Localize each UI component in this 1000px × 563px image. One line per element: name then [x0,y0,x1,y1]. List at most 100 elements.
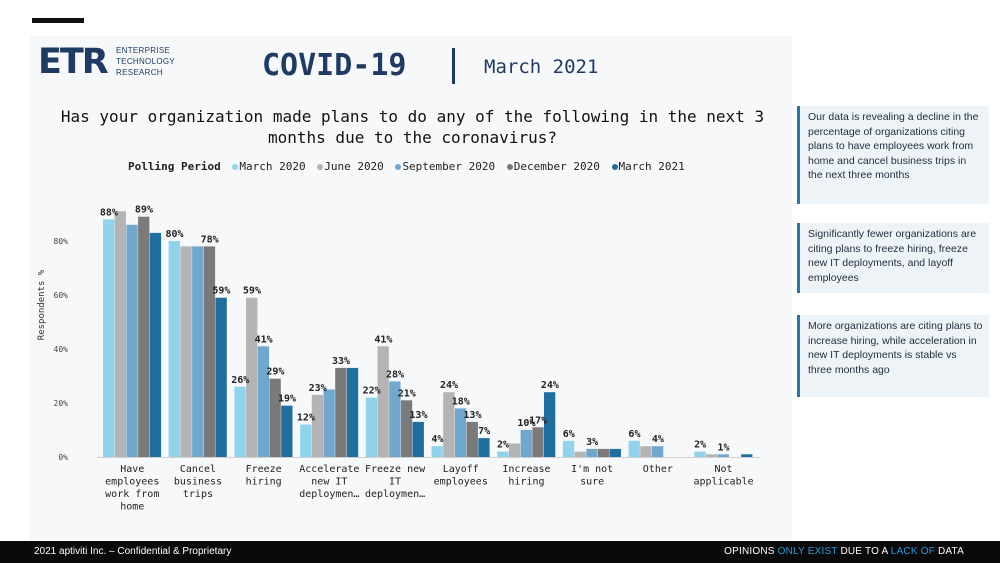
legend-swatch-december-2020 [506,163,513,170]
bar-chart: 0% 20% 40% 60% 80% Respondents % Have employees… [37,205,760,513]
bar [520,430,532,457]
category-label: Not [715,464,733,475]
data-label: 24% [440,380,458,391]
data-label: 88% [100,207,118,218]
insight-note-2: Significantly fewer organizations are ci… [797,223,989,293]
data-label: 21% [398,388,416,399]
category-label: Other [643,464,673,475]
bar [311,394,324,457]
bar [532,427,544,457]
logo-line: RESEARCH [116,68,163,77]
category-label: Have [120,464,144,475]
bar [694,451,706,457]
question-line: months due to the coronavirus? [268,128,557,147]
bar [246,297,258,457]
bar [443,392,455,457]
bar [215,297,227,457]
data-label: 41% [255,334,273,345]
data-label: 78% [201,234,219,245]
data-label: 41% [374,334,392,345]
bar [180,246,192,457]
category-label: hiring [246,477,282,488]
tagline-word: EXIST [807,546,838,557]
survey-question: Has your organization made plans to do a… [40,106,785,148]
bar [652,446,664,457]
bar [126,224,138,457]
y-tick-label: 40% [54,345,69,354]
data-label: 2% [694,440,706,451]
data-label: 2% [497,440,509,451]
data-label: 22% [363,386,381,397]
etr-logo: ETR ENTERPRISE TECHNOLOGY RESEARCH [38,42,188,82]
data-label: 23% [309,383,327,394]
data-label: 19% [278,394,296,405]
legend-item-march-2020: March 2020 [239,160,306,173]
logo-text: ENTERPRISE TECHNOLOGY RESEARCH [116,45,175,78]
bar [574,451,586,457]
category-label: Freeze [246,464,282,475]
bar [168,241,180,457]
chart-legend: Polling Period March 2020 June 2020 Sept… [128,159,685,175]
data-label: 59% [212,286,230,297]
top-accent-bar [32,18,84,23]
footer-bar: 2021 aptiviti Inc. – Confidential & Prop… [0,541,1000,563]
y-tick-label: 0% [58,453,68,462]
bar [234,386,246,457]
tagline-word: OPINIONS [724,546,775,557]
legend-swatch-june-2020 [317,163,324,170]
category-label: business [174,477,222,488]
category-label: trips [183,489,213,500]
data-label: 6% [628,429,640,440]
data-label: 18% [452,396,470,407]
legend-item-december-2020: December 2020 [513,160,600,173]
legend-title: Polling Period [128,160,221,173]
bar [377,346,389,457]
category-label: work from [105,489,159,500]
legend-item-september-2020: September 2020 [402,160,496,173]
category-label: sure [580,477,604,488]
data-label: 24% [541,380,559,391]
bar [389,381,401,457]
bar [257,346,270,457]
data-label: 59% [243,286,261,297]
tagline-word: ONLY [777,546,805,557]
bar [466,421,478,457]
bar [114,211,126,457]
bar [497,451,509,457]
bar [203,246,216,457]
category-label: new IT [311,477,347,488]
data-label: 4% [652,434,664,445]
bar [454,408,467,457]
tagline-word: DUE TO A [840,546,888,557]
bar [609,448,621,457]
bar [149,232,162,457]
category-label: Increase [502,464,550,475]
bar [706,454,718,457]
bar [478,438,490,457]
bar [717,454,729,457]
data-label: 29% [266,367,284,378]
bar [300,424,312,457]
data-label: 28% [386,369,404,380]
bar [335,367,347,457]
category-label: home [120,502,144,513]
data-label: 7% [478,426,490,437]
logo-mark: ETR [38,42,109,82]
category-label: employees [105,477,159,488]
bar [628,440,640,457]
category-label: Layoff [443,464,479,475]
category-label: hiring [508,477,544,488]
y-tick-label: 20% [54,399,69,408]
category-label: I'm not [571,464,613,475]
logo-line: TECHNOLOGY [116,57,176,66]
insight-note-3: More organizations are citing plans to i… [797,315,989,397]
category-label: Cancel [180,464,216,475]
category-label: Freeze new [365,464,426,475]
bar [562,440,575,457]
bar [586,448,598,457]
tagline-word: OF [920,546,936,557]
bar [281,405,293,457]
y-tick-label: 60% [54,291,69,300]
category-label: deploymen… [365,489,425,500]
bar [640,446,652,457]
